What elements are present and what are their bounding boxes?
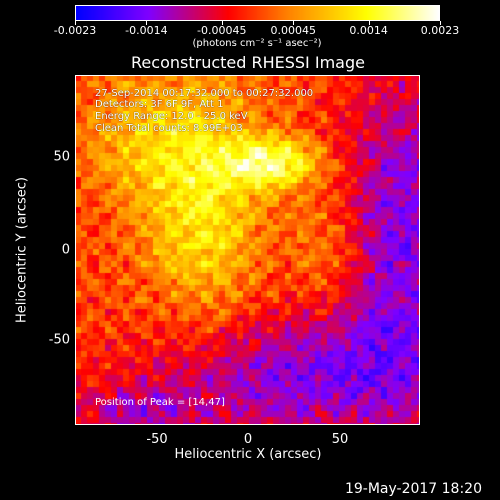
colorbar	[75, 5, 440, 21]
annotation-energy-range: Energy Range: 12.0 - 25.0 keV	[95, 111, 248, 122]
colorbar-tick-label: 0.00045	[270, 24, 316, 37]
colorbar-tick	[75, 21, 76, 25]
x-axis-label: Heliocentric X (arcsec)	[174, 447, 322, 462]
heatmap-image	[75, 75, 420, 425]
colorbar-tick	[146, 21, 148, 25]
footer-date: 19-May-2017 18:20	[344, 481, 482, 497]
colorbar-tick	[221, 21, 223, 25]
annotation-clean-counts: Clean Total counts: 8.99E+03	[95, 123, 243, 134]
y-tick-label: 0	[61, 242, 70, 258]
peak-position-label: Position of Peak = [14,47]	[95, 397, 225, 408]
colorbar-tick-label: 0.0023	[420, 24, 460, 37]
colorbar-tick-label: -0.0014	[125, 24, 168, 37]
annotation-detectors: Detectors: 3F 6F 9F, Att 1	[95, 99, 224, 110]
y-tick-label: 50	[53, 149, 70, 165]
plot-area	[75, 75, 420, 425]
colorbar-tick	[293, 21, 295, 25]
annotation-time-range: 27-Sep-2014 00:17:32.000 to 00:27:32.000	[95, 88, 314, 99]
x-tick-label: 50	[331, 432, 349, 447]
colorbar-units: (photons cm⁻² s⁻¹ asec⁻²)	[192, 38, 322, 49]
y-tick-label: -50	[48, 332, 70, 348]
colorbar-tick-label: -0.00045	[197, 24, 247, 37]
x-tick-label: 0	[243, 432, 253, 447]
x-tick-label: -50	[146, 432, 168, 447]
colorbar-tick	[440, 21, 441, 25]
colorbar-tick	[368, 21, 370, 25]
plot-title: Reconstructed RHESSI Image	[131, 53, 365, 72]
colorbar-tick-label: 0.0014	[349, 24, 388, 37]
colorbar-tick-label: -0.0023	[53, 24, 97, 37]
y-axis-label: Heliocentric Y (arcsec)	[14, 177, 30, 323]
